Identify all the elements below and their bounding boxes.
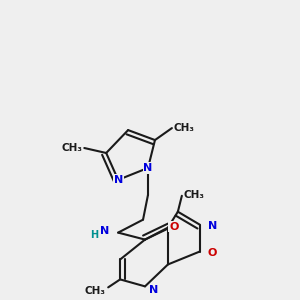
Text: O: O (169, 222, 178, 232)
Text: N: N (100, 226, 109, 236)
Text: H: H (90, 230, 98, 240)
Text: CH₃: CH₃ (184, 190, 205, 200)
Text: N: N (113, 175, 123, 185)
Text: N: N (208, 220, 217, 231)
Text: CH₃: CH₃ (84, 286, 105, 296)
Text: O: O (208, 248, 217, 257)
Text: CH₃: CH₃ (61, 143, 82, 153)
Text: N: N (149, 285, 158, 295)
Text: CH₃: CH₃ (174, 123, 195, 133)
Text: N: N (143, 163, 153, 173)
